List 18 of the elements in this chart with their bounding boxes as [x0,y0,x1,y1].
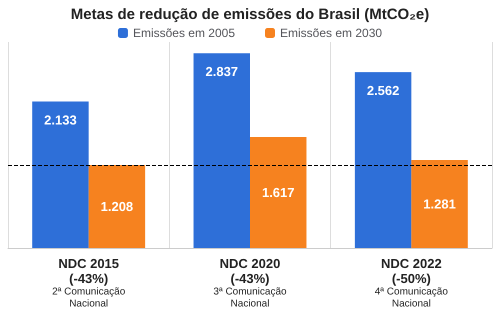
bar [32,102,89,248]
data-label: 1.617 [262,184,295,200]
legend-label: Emissões em 2005 [132,26,236,40]
bar [411,160,468,248]
bar [88,165,146,248]
data-label: 1.208 [100,199,134,214]
x-tick-label: NDC 2022 (-50%) 4ª Comunicação Nacional [374,256,448,310]
data-label: 2.837 [205,64,238,80]
bar [250,136,306,248]
bar [194,53,250,248]
chart-title: Metas de redução de emissões do Brasil (MtCO₂e) [70,6,430,23]
legend-label: Emissões em 2030 [280,26,382,40]
x-tick-label: NDC 2020 (-43%) 3ª Comunicação Nacional [213,256,288,310]
data-label: 2.133 [44,112,77,128]
data-label: 1.281 [423,196,456,212]
data-label: 2.562 [366,83,400,98]
x-tick-label: NDC 2015 (-43%) 2ª Comunicação Nacional [52,256,126,310]
bar [354,72,412,248]
